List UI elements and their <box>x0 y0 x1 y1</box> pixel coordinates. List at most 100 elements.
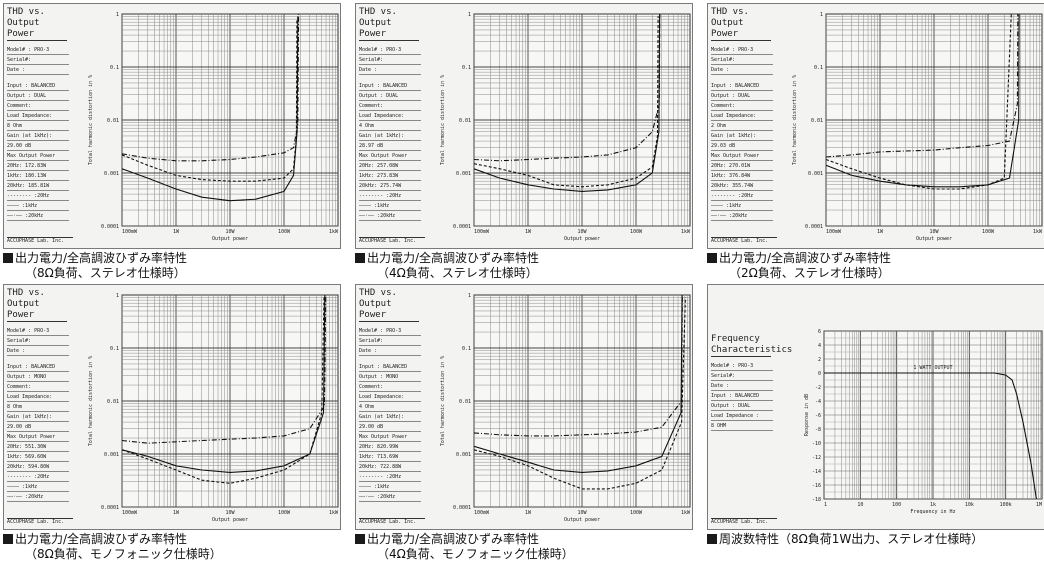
x-axis-label: Output power <box>916 236 952 242</box>
info-title: THD vs. Output Power <box>7 288 67 322</box>
info-line: Serial#: <box>359 338 421 346</box>
info-line: -------- :20Hz <box>7 474 69 482</box>
x-tick-label: 100W <box>278 229 291 235</box>
info-block: THD vs. Output Power Model# : PRO-3 Serial#… <box>359 7 429 245</box>
chart-svg: 0.0001 0.001 0.01 0.1 1 100mW 1W 10W 100W 1kW Outp… <box>792 12 1043 242</box>
info-line: 20kHz: 722.88W <box>359 464 421 472</box>
info-line: 8 Ohm <box>7 123 69 131</box>
plot-area: 0.0001 0.001 0.01 0.1 1 100mW 1W 10W 100W 1kW Outp… <box>80 285 340 529</box>
chart-sheet: THD vs. Output Power Model# : PRO-3 Serial#… <box>707 3 1044 249</box>
info-title: THD vs. Output Power <box>7 7 67 41</box>
x-tick-label: 10W <box>225 229 235 235</box>
y-tick-label: 0.001 <box>456 171 471 177</box>
y-tick-label: 0.01 <box>107 118 119 124</box>
plot-area: 0.0001 0.001 0.01 0.1 1 100mW 1W 10W 100W 1kW Outp… <box>432 4 692 248</box>
info-title-line: Output Power <box>359 299 392 320</box>
grid <box>121 13 339 227</box>
footer-lab: ACCUPHASE Lab. Inc. <box>711 237 777 245</box>
chart-sheet: Frequency Characteristics Model# : PRO-3 Se… <box>707 284 1044 530</box>
caption-square-icon <box>707 534 717 544</box>
info-title-line: THD vs. <box>7 288 45 298</box>
info-line: Serial#: <box>711 373 773 381</box>
x-tick-label: 1W <box>173 510 180 516</box>
y-tick-label: -10 <box>812 441 821 447</box>
info-line: Output : MONO <box>359 374 421 382</box>
info-line: Gain (at 1kHz): <box>7 133 69 141</box>
x-axis-label: Output power <box>564 236 600 242</box>
x-tick-label: 100 <box>892 502 901 508</box>
info-line: 4 Ohm <box>359 123 421 131</box>
y-tick-label: 1 <box>820 12 823 18</box>
info-line: 20Hz: 270.01W <box>711 163 773 171</box>
info-line: ———— :1kHz <box>711 203 773 211</box>
caption-line-2: （4Ω負荷、モノフォニック仕様時） <box>377 547 574 561</box>
chart-svg: 0.0001 0.001 0.01 0.1 1 100mW 1W 10W 100W 1kW Outp… <box>88 293 339 523</box>
info-line: Comment: <box>711 103 773 111</box>
y-tick-label: 0.1 <box>462 65 471 71</box>
series-line-20kHz <box>825 13 1019 158</box>
info-line: 2 Ohm <box>711 123 773 131</box>
info-line: Date : <box>7 67 69 75</box>
y-tick-label: 0.0001 <box>453 505 471 511</box>
info-line: -------- :20Hz <box>359 193 421 201</box>
info-line: ———— :1kHz <box>359 203 421 211</box>
caption-line-2: （4Ω負荷、ステレオ仕様時） <box>377 266 538 280</box>
info-line: Serial#: <box>359 57 421 65</box>
chart-svg: 0.0001 0.001 0.01 0.1 1 100mW 1W 10W 100W 1kW Outp… <box>440 12 691 242</box>
info-line: Serial#: <box>711 57 773 65</box>
x-axis-label: Output power <box>212 236 248 242</box>
info-line: Load Impedance: <box>359 113 421 121</box>
info-title: THD vs. Output Power <box>359 288 419 322</box>
x-tick-label: 100W <box>630 510 643 516</box>
caption-line-2: （8Ω負荷、モノフォニック仕様時） <box>25 547 222 561</box>
y-tick-label: 0.01 <box>107 399 119 405</box>
y-tick-label: -14 <box>812 469 821 475</box>
info-line: Max Output Power <box>7 153 69 161</box>
caption-line-1: 出力電力/全高調波ひずみ率特性 <box>15 532 188 546</box>
info-line: Date : <box>359 67 421 75</box>
y-tick-label: 0.1 <box>814 65 823 71</box>
series-line-response <box>824 372 1037 500</box>
chart-svg: 0.0001 0.001 0.01 0.1 1 100mW 1W 10W 100W 1kW Outp… <box>440 293 691 523</box>
y-tick-label: -8 <box>815 427 821 433</box>
info-line: 1kHz: 713.69W <box>359 454 421 462</box>
info-line: ———— :1kHz <box>7 203 69 211</box>
x-tick-label: 10W <box>929 229 939 235</box>
info-title-line: Characteristics <box>711 345 793 355</box>
series-line-1kHz <box>121 16 299 202</box>
y-tick-label: 1 <box>468 12 471 18</box>
info-line: ——·—— :20kHz <box>7 213 69 221</box>
info-line: Comment: <box>359 384 421 392</box>
footer-lab: ACCUPHASE Lab. Inc. <box>7 518 73 526</box>
caption-line-1: 出力電力/全高調波ひずみ率特性 <box>367 251 540 265</box>
x-tick-label: 1kW <box>329 229 339 235</box>
info-line: Input : BALANCED <box>7 83 69 91</box>
info-line: Date : <box>359 348 421 356</box>
y-tick-label: -16 <box>812 483 821 489</box>
series-line-20Hz <box>473 297 686 490</box>
info-line: 29.03 dB <box>711 143 773 151</box>
footer-lab: ACCUPHASE Lab. Inc. <box>359 518 425 526</box>
info-line: Input : BALANCED <box>359 364 421 372</box>
y-axis-label: Total harmonic distortion in % <box>792 75 798 165</box>
info-line: 29.00 dB <box>359 424 421 432</box>
info-line: Input : BALANCED <box>711 393 773 401</box>
chart-sheet: THD vs. Output Power Model# : PRO-3 Serial#… <box>3 3 341 249</box>
info-line: ———— :1kHz <box>7 484 69 492</box>
info-line: Output : DUAL <box>711 403 773 411</box>
info-line: Output : DUAL <box>7 93 69 101</box>
y-tick-label: 0.0001 <box>805 224 823 230</box>
x-tick-label: 1W <box>173 229 180 235</box>
info-line: Max Output Power <box>359 434 421 442</box>
info-block: Frequency Characteristics Model# : PRO-3 Se… <box>711 288 793 526</box>
y-tick-label: 0.1 <box>110 346 119 352</box>
y-tick-label: 0.01 <box>459 399 471 405</box>
chart-sheet: THD vs. Output Power Model# : PRO-3 Serial#… <box>355 284 693 530</box>
caption-square-icon <box>355 253 365 263</box>
y-tick-label: 0.001 <box>104 171 119 177</box>
info-line: -------- :20Hz <box>359 474 421 482</box>
x-tick-label: 10k <box>965 502 974 508</box>
info-line: Output : MONO <box>7 374 69 382</box>
info-line: Comment: <box>7 103 69 111</box>
x-tick-label: 1W <box>877 229 884 235</box>
